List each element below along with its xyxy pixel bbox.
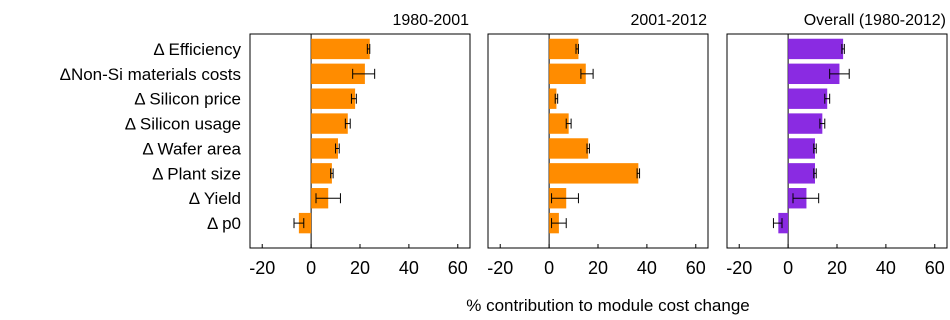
x-tick-label: 40 <box>399 258 419 278</box>
x-tick-label: 60 <box>925 258 945 278</box>
bar <box>788 88 828 109</box>
category-label: Δ Silicon usage <box>125 115 241 134</box>
category-label: Δ Yield <box>189 189 241 208</box>
bar <box>788 113 823 134</box>
x-tick-label: -20 <box>249 258 275 278</box>
x-tick-label: 0 <box>783 258 793 278</box>
category-label: Δ Plant size <box>152 164 241 183</box>
panel-title: 1980-2001 <box>392 12 469 29</box>
bar <box>788 38 844 60</box>
x-tick-label: 20 <box>350 258 370 278</box>
x-tick-label: -20 <box>726 258 752 278</box>
x-tick-label: 0 <box>544 258 554 278</box>
category-label: ΔNon-Si materials costs <box>60 65 241 84</box>
bar <box>549 88 557 109</box>
category-label: Δ Wafer area <box>142 139 241 158</box>
bar <box>788 138 815 159</box>
bar <box>311 138 338 159</box>
x-tick-label: 60 <box>448 258 468 278</box>
bar <box>549 163 639 184</box>
x-tick-label: -20 <box>487 258 513 278</box>
bar <box>311 38 370 60</box>
x-tick-label: 20 <box>588 258 608 278</box>
bar <box>311 88 356 109</box>
panel-title: 2001-2012 <box>630 12 707 29</box>
bar <box>549 138 589 159</box>
x-tick-label: 60 <box>686 258 706 278</box>
panel-title: Overall (1980-2012) <box>804 12 946 29</box>
x-tick-label: 40 <box>637 258 657 278</box>
bar <box>298 212 312 234</box>
bar <box>788 63 840 85</box>
category-label: Δ Silicon price <box>134 90 241 109</box>
x-axis-label: % contribution to module cost change <box>466 296 750 315</box>
x-tick-label: 0 <box>306 258 316 278</box>
bar <box>311 113 348 134</box>
bar <box>549 38 579 60</box>
bar <box>778 212 789 234</box>
bar <box>549 113 569 134</box>
category-label: Δ Efficiency <box>153 40 241 59</box>
panel-frame <box>487 33 709 249</box>
bar <box>311 63 365 85</box>
bar <box>311 163 332 184</box>
category-label: Δ p0 <box>207 214 241 233</box>
bar <box>788 163 815 184</box>
x-tick-label: 20 <box>827 258 847 278</box>
bar <box>549 63 586 85</box>
x-tick-label: 40 <box>876 258 896 278</box>
